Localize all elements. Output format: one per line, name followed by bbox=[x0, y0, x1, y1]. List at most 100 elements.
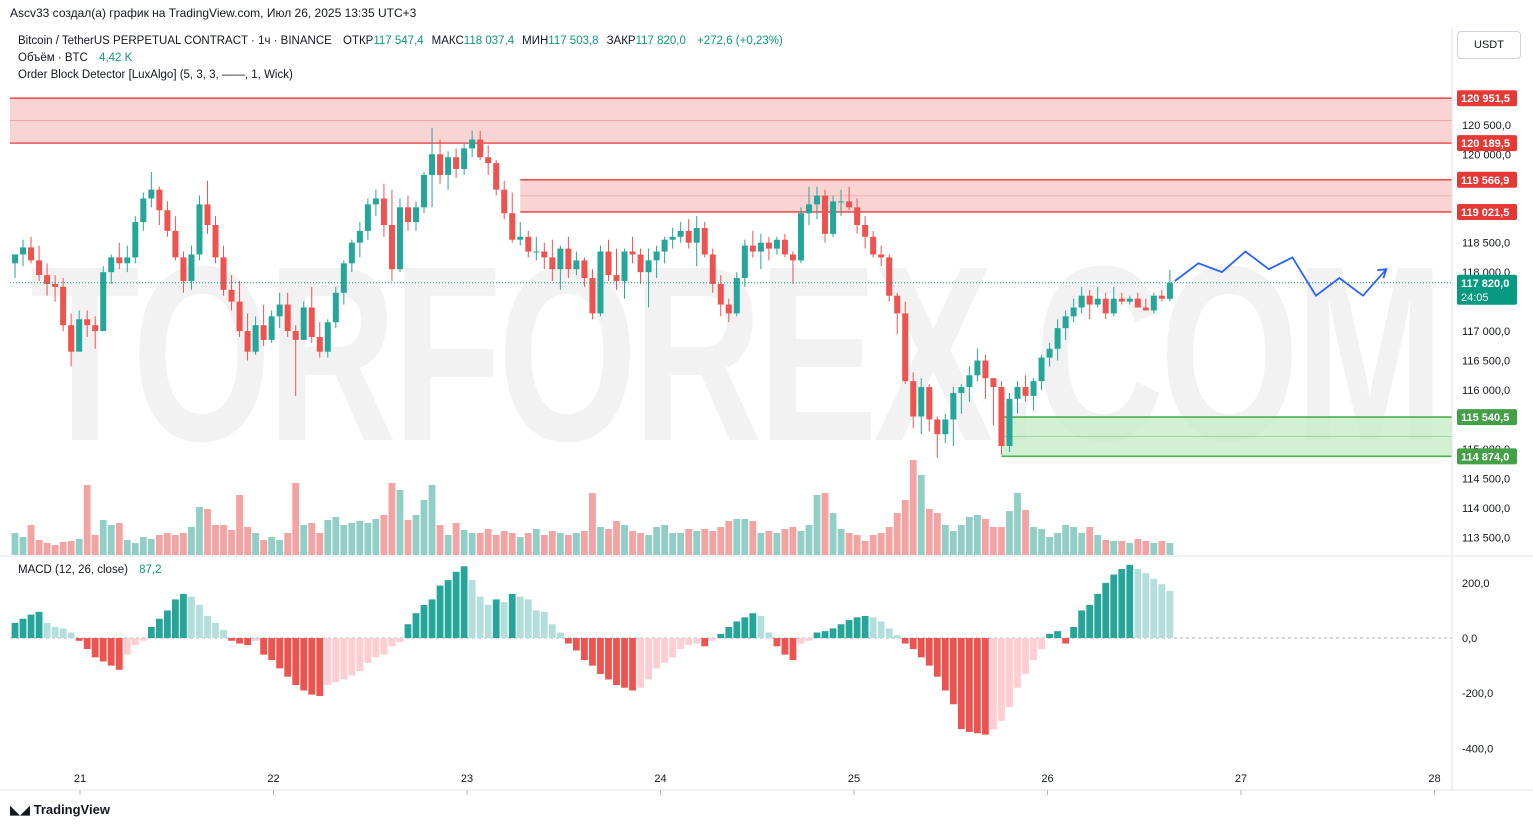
macd-bar bbox=[1038, 638, 1045, 650]
candle-body bbox=[838, 201, 845, 203]
volume-bar bbox=[412, 515, 420, 555]
volume-bar bbox=[228, 530, 235, 555]
macd-bar bbox=[196, 604, 203, 639]
order-block-bottom-label-bg bbox=[1457, 448, 1517, 465]
candle-body bbox=[677, 230, 684, 237]
volume-bar bbox=[1062, 525, 1070, 555]
macd-bar bbox=[500, 602, 508, 639]
volume-bar bbox=[364, 523, 372, 555]
countdown-label: 24:05 bbox=[1461, 292, 1489, 304]
volume-bar bbox=[1142, 541, 1150, 555]
last-price-tag-bg bbox=[1457, 274, 1517, 305]
candle-body bbox=[1102, 298, 1109, 314]
volume-bar bbox=[645, 535, 652, 555]
macd-bar bbox=[685, 638, 693, 645]
projection-arrowhead bbox=[1377, 268, 1388, 279]
candle-body bbox=[565, 248, 572, 270]
volume-bar bbox=[773, 533, 781, 555]
candle-body bbox=[557, 248, 564, 270]
candle-body bbox=[493, 163, 500, 190]
price-change: +272,6 (+0,23%) bbox=[697, 35, 783, 47]
candle-body bbox=[36, 260, 43, 276]
volume-bar bbox=[532, 529, 540, 555]
volume-bar bbox=[1166, 543, 1174, 555]
macd-bar bbox=[677, 638, 685, 650]
candle-body bbox=[380, 198, 387, 225]
candle-body bbox=[364, 204, 371, 231]
candle-body bbox=[725, 304, 732, 314]
macd-bar bbox=[789, 638, 797, 661]
macd-title: MACD (12, 26, close) bbox=[18, 564, 128, 576]
candle-body bbox=[1142, 307, 1149, 311]
macd-bar bbox=[861, 615, 869, 639]
volume-bar bbox=[901, 500, 909, 555]
volume-bar bbox=[1110, 541, 1118, 555]
volume-bar bbox=[356, 521, 364, 555]
time-tick-label: 28 bbox=[1428, 773, 1440, 785]
candle-body bbox=[396, 207, 403, 270]
macd-legend[interactable]: MACD (12, 26, close) 87,2 bbox=[18, 564, 162, 576]
time-tick-label: 23 bbox=[461, 773, 473, 785]
volume-bar bbox=[428, 485, 436, 555]
candle-body bbox=[918, 387, 925, 417]
macd-bar bbox=[845, 620, 853, 639]
candle-body bbox=[814, 195, 820, 205]
macd-bar bbox=[1070, 627, 1078, 639]
macd-bar bbox=[813, 632, 821, 639]
last-price-label: 117 820,0 bbox=[1461, 278, 1509, 290]
volume-bar bbox=[147, 539, 155, 555]
candle-body bbox=[525, 236, 532, 252]
volume-bar bbox=[27, 525, 35, 555]
volume-bar bbox=[540, 535, 548, 555]
macd-bar bbox=[59, 628, 67, 639]
candle-body bbox=[669, 236, 676, 240]
macd-bar bbox=[532, 610, 540, 639]
macd-bar bbox=[188, 596, 195, 639]
candle-body bbox=[541, 251, 548, 258]
candle-body bbox=[878, 254, 885, 258]
macd-bar bbox=[332, 638, 340, 683]
macd-bar bbox=[645, 638, 652, 680]
candle-body bbox=[1006, 398, 1013, 446]
volume-bar bbox=[340, 525, 348, 555]
volume-bar bbox=[500, 531, 508, 555]
ohlc-item: МИН117 503,8 bbox=[522, 35, 599, 47]
currency-button[interactable]: USDT bbox=[1457, 31, 1521, 59]
macd-bar bbox=[204, 615, 211, 639]
ohlc-item: ЗАКР117 820,0 bbox=[606, 35, 686, 47]
time-tick-label: 27 bbox=[1235, 773, 1247, 785]
macd-bar bbox=[805, 638, 813, 641]
macd-bar bbox=[757, 615, 765, 639]
indicator-legend[interactable]: Order Block Detector [LuxAlgo] (5, 3, 3,… bbox=[18, 69, 293, 81]
candle-body bbox=[453, 157, 460, 170]
tradingview-logo[interactable]: ◣◢ TradingView bbox=[10, 802, 110, 818]
candle-body bbox=[356, 230, 363, 243]
volume-bar bbox=[821, 493, 829, 555]
candle-body bbox=[1110, 298, 1117, 314]
candle-body bbox=[886, 257, 893, 296]
macd-bar bbox=[693, 638, 701, 644]
volume-bar bbox=[1046, 537, 1053, 555]
candle-body bbox=[685, 230, 692, 243]
candle-body bbox=[1070, 307, 1077, 317]
macd-bar bbox=[885, 628, 893, 639]
macd-bar bbox=[284, 638, 292, 677]
macd-bar bbox=[1134, 569, 1142, 639]
macd-bar bbox=[925, 638, 933, 666]
macd-bar bbox=[701, 638, 709, 647]
candle-body bbox=[741, 245, 748, 279]
macd-bar bbox=[163, 610, 171, 639]
volume-bar bbox=[893, 513, 901, 555]
macd-bar bbox=[853, 617, 861, 639]
candle-body bbox=[108, 257, 115, 273]
volume-bar bbox=[693, 531, 701, 555]
macd-bar bbox=[99, 638, 107, 662]
macd-bar bbox=[1054, 631, 1061, 639]
macd-bar bbox=[564, 638, 572, 644]
candle-body bbox=[116, 257, 123, 264]
macd-bar bbox=[260, 638, 268, 655]
candle-body bbox=[228, 289, 235, 302]
volume-bar bbox=[436, 525, 444, 555]
macd-bar bbox=[1006, 638, 1013, 708]
